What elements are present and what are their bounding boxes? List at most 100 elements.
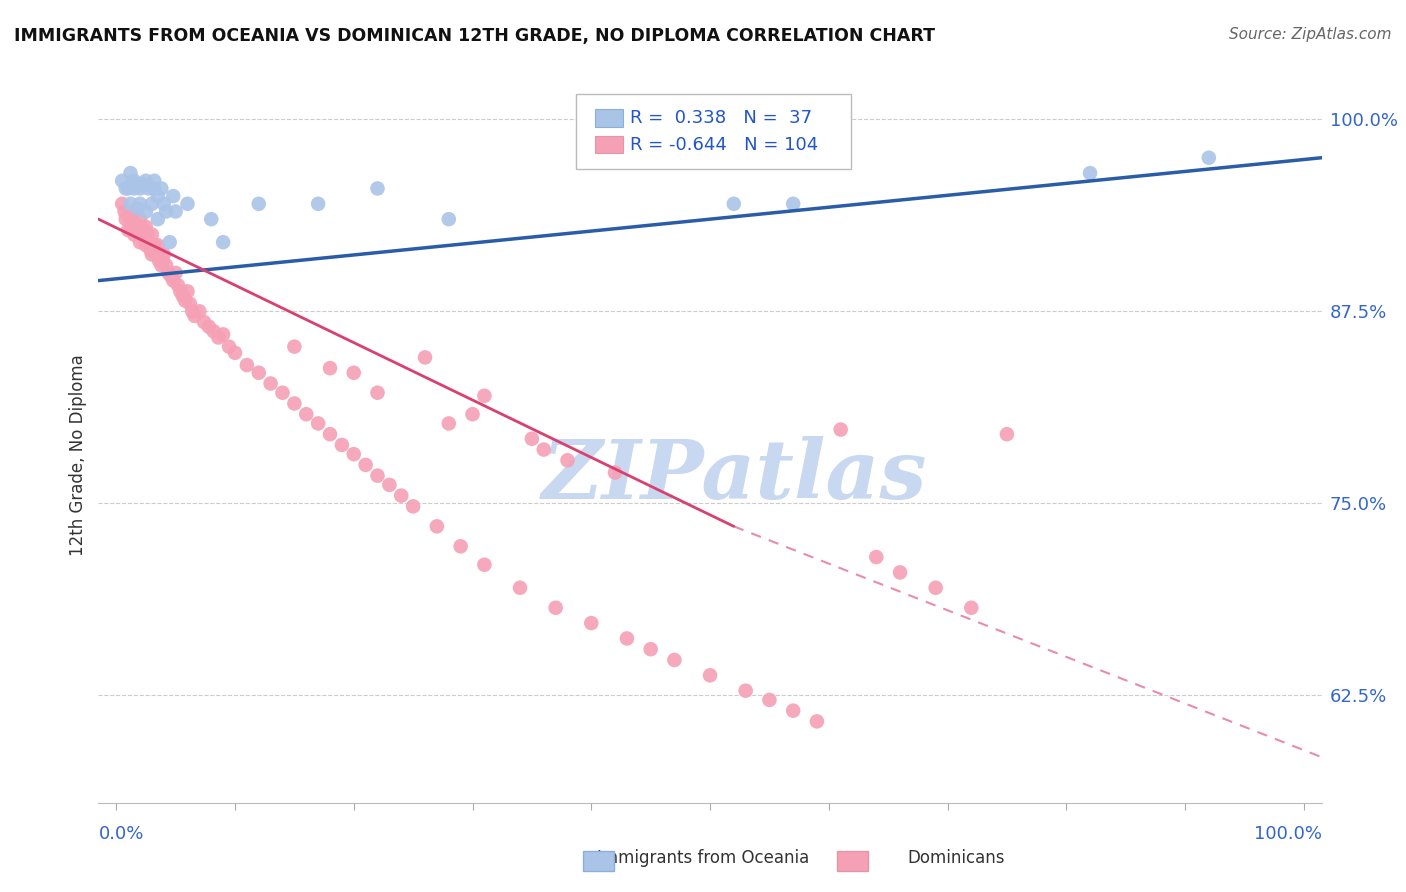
Text: 100.0%: 100.0% — [1254, 825, 1322, 843]
Point — [330, 438, 353, 452]
Point — [143, 238, 166, 252]
Point — [120, 196, 142, 211]
Point — [806, 714, 828, 729]
Point — [207, 330, 229, 344]
Point — [125, 223, 148, 237]
Text: Source: ZipAtlas.com: Source: ZipAtlas.com — [1229, 27, 1392, 42]
Point — [143, 174, 166, 188]
Point — [247, 366, 270, 380]
Point — [181, 304, 204, 318]
Point — [165, 266, 187, 280]
Point — [127, 219, 149, 234]
Point — [145, 247, 167, 261]
Point — [114, 212, 136, 227]
Point — [183, 309, 205, 323]
Point — [165, 204, 187, 219]
Point — [450, 539, 472, 553]
Point — [150, 258, 173, 272]
Point — [135, 219, 157, 234]
Text: R =  0.338   N =  37: R = 0.338 N = 37 — [630, 109, 813, 127]
Point — [437, 212, 460, 227]
Point — [136, 227, 159, 242]
Point — [378, 478, 401, 492]
Point — [212, 327, 235, 342]
Point — [135, 204, 157, 219]
Point — [131, 227, 153, 242]
Point — [699, 668, 721, 682]
Point — [120, 166, 142, 180]
Point — [124, 217, 146, 231]
Point — [723, 196, 745, 211]
Point — [343, 447, 366, 461]
Point — [224, 345, 246, 359]
Point — [664, 653, 686, 667]
Point — [114, 204, 136, 219]
Point — [960, 600, 983, 615]
Point — [162, 274, 184, 288]
Point — [924, 581, 946, 595]
Point — [200, 212, 222, 227]
Point — [307, 417, 329, 431]
Point — [188, 304, 211, 318]
Point — [139, 243, 162, 257]
Text: R = -0.644   N = 104: R = -0.644 N = 104 — [630, 136, 818, 153]
Point — [474, 389, 496, 403]
Point — [366, 468, 388, 483]
Point — [135, 238, 157, 252]
Point — [131, 177, 153, 191]
Point — [141, 247, 163, 261]
Point — [259, 376, 281, 391]
Point — [581, 616, 603, 631]
Point — [159, 235, 181, 250]
Point — [129, 235, 152, 250]
Point — [995, 427, 1018, 442]
Point — [830, 423, 852, 437]
Point — [146, 212, 169, 227]
Text: ZIPatlas: ZIPatlas — [541, 436, 927, 516]
Point — [155, 258, 177, 272]
Point — [120, 212, 142, 227]
Point — [474, 558, 496, 572]
Point — [167, 278, 190, 293]
Point — [319, 361, 342, 376]
Point — [111, 196, 134, 211]
Point — [366, 181, 388, 195]
Point — [758, 693, 780, 707]
Point — [533, 442, 555, 457]
Point — [111, 174, 134, 188]
Point — [117, 223, 139, 237]
Point — [616, 632, 638, 646]
Point — [354, 458, 377, 472]
Point — [271, 385, 294, 400]
Point — [461, 407, 484, 421]
Text: Dominicans: Dominicans — [907, 849, 1005, 867]
Point — [193, 315, 215, 329]
Y-axis label: 12th Grade, No Diploma: 12th Grade, No Diploma — [69, 354, 87, 556]
Point — [122, 227, 145, 242]
Point — [150, 181, 173, 195]
Point — [520, 432, 543, 446]
Point — [389, 489, 412, 503]
Point — [343, 366, 366, 380]
Point — [127, 202, 149, 216]
Point — [117, 208, 139, 222]
Point — [129, 223, 152, 237]
Point — [149, 247, 172, 261]
Point — [176, 285, 198, 299]
Point — [557, 453, 579, 467]
Point — [117, 181, 139, 195]
Point — [236, 358, 259, 372]
Point — [734, 683, 756, 698]
Point — [127, 177, 149, 191]
Point — [212, 235, 235, 250]
Point — [1078, 166, 1101, 180]
Point — [307, 196, 329, 211]
Point — [129, 212, 152, 227]
Point — [122, 181, 145, 195]
Point — [283, 396, 305, 410]
Point — [509, 581, 531, 595]
Point — [782, 196, 804, 211]
Point — [138, 238, 160, 252]
Point — [1198, 151, 1220, 165]
Point — [129, 196, 152, 211]
